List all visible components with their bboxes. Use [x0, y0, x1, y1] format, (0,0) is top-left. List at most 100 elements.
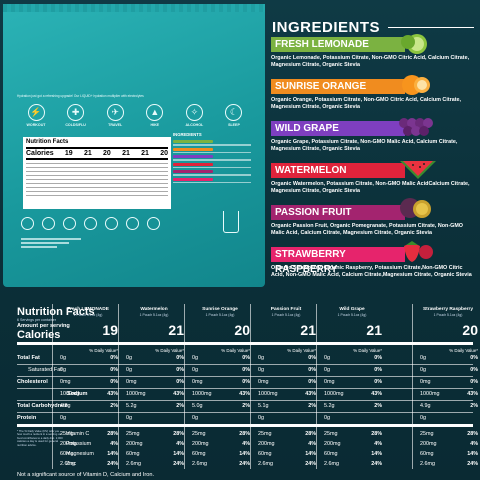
pouch-use-label: COLDS/FLU [65, 123, 86, 127]
nutrient-daily-value: 4% [110, 441, 118, 447]
row-divider [17, 400, 473, 401]
row-label-protein: Protein [17, 415, 37, 421]
nutrient-daily-value: 43% [107, 391, 118, 397]
nutrient-daily-value: 43% [371, 391, 382, 397]
nutrient-daily-value: 4% [374, 441, 382, 447]
column-divider [316, 304, 317, 469]
mini-nf-line [26, 184, 168, 188]
nutrient-daily-value: 43% [239, 391, 250, 397]
nutrient-daily-value: 14% [371, 451, 382, 457]
ingredient-flavor-strawberry-raspberry: STRAWBERRY RASPBERRY Organic Strawberry,… [271, 247, 476, 279]
mini-nf-cal: 20 [103, 150, 111, 157]
ingredients-title: INGREDIENTS [272, 19, 381, 36]
nutrient-amount: 0mg [192, 379, 203, 385]
fine-print-line [21, 246, 57, 248]
nutrient-amount: 0g [324, 415, 330, 421]
mini-ingredient-line [173, 159, 251, 161]
nutrient-amount: 1000mg [60, 391, 80, 397]
badge-icon [21, 217, 34, 230]
mini-nf-cal: 21 [122, 150, 130, 157]
pouch-mini-nutrition-label: Nutrition Facts Calories 19 21 20 21 21 … [23, 137, 171, 209]
water-glass-icon [223, 211, 239, 233]
nutrient-amount: 0mg [60, 379, 71, 385]
mini-nf-line [26, 180, 168, 184]
flavor-ingredients-text: Organic Lemonade, Potassium Citrate, Non… [271, 55, 470, 68]
flavor-serving: 1 Pouch 5.1oz (4g) [337, 313, 367, 317]
column-divider [118, 304, 119, 469]
nutrient-daily-value: 0% [242, 379, 250, 385]
mini-ingredient-line [173, 166, 251, 168]
flavor-name: Watermelon [140, 307, 168, 312]
mini-nf-rule [26, 147, 168, 149]
nutrient-daily-value: 0% [308, 355, 316, 361]
nutrient-daily-value: 0% [470, 355, 478, 361]
nutrient-daily-value: 0% [470, 379, 478, 385]
flavor-name-bar: PASSION FRUIT [271, 205, 405, 220]
nutrient-daily-value: 14% [173, 451, 184, 457]
flavor-ingredients-text: Organic Passion Fruit, Organic Pomegrana… [271, 223, 464, 236]
flavor-ingredients-text: Organic Strawberry, Organic Raspberry, P… [271, 265, 472, 278]
nutrition-bottom-note: Not a significant source of Vitamin D, C… [17, 472, 155, 478]
nutrient-daily-value: 14% [467, 451, 478, 457]
flavor-calories: 20 [462, 322, 478, 338]
mini-ingredient-line [173, 151, 251, 153]
amount-per-serving-label: Amount per serving [17, 323, 70, 329]
flavor-serving: 1 Pouch 5.1oz (4g) [271, 313, 301, 317]
calories-divider [17, 342, 473, 345]
nutrient-daily-value: 4% [308, 441, 316, 447]
nutrient-amount: 25mg [324, 431, 338, 437]
pouch-use-label: SLEEP [228, 123, 240, 127]
product-pouch-image: Hydration just got a refreshing upgrade!… [3, 4, 265, 287]
row-divider [17, 412, 473, 413]
badge-icon [84, 217, 97, 230]
mini-nf-calories-row: Calories 19 21 20 21 21 20 [26, 150, 168, 160]
pouch-use-item: ⚡ WORKOUT [21, 104, 51, 130]
nutrient-daily-value: 2% [176, 403, 184, 409]
nutrient-amount: 0g [60, 355, 66, 361]
daily-value-footnote: * The % Daily Value (DV) tells you how m… [17, 429, 63, 447]
ingredient-flavor-watermelon: WATERMELON Organic Watermelon, Potassium… [271, 163, 476, 195]
nutrient-amount: 0g [126, 415, 132, 421]
pouch-intro-text: Hydration just got a refreshing upgrade!… [17, 94, 144, 98]
nutrient-amount: 25mg [126, 431, 140, 437]
nutrition-facts-panel: Nutrition Facts 6 Servings per container… [0, 296, 480, 480]
nutrient-daily-value: 24% [305, 461, 316, 467]
nutrient-amount: 25mg [420, 431, 434, 437]
nutrient-amount: 1000mg [126, 391, 146, 397]
nutrient-daily-value: 43% [305, 391, 316, 397]
nutrient-amount: 60mg [258, 451, 272, 457]
flavor-serving: 1 Pouch 5.1oz (4g) [139, 313, 169, 317]
badge-icon [147, 217, 160, 230]
nutrient-daily-value: 0% [176, 379, 184, 385]
nutrient-amount: 200mg [258, 441, 275, 447]
row-label-zinc: Zinc [66, 461, 77, 467]
mini-ingredient-bar [173, 170, 213, 173]
nutrient-amount: 1000mg [258, 391, 278, 397]
mini-ingredients-title: INGREDIENTS [173, 132, 202, 137]
nutrient-amount: 0g [60, 367, 66, 373]
flavor-calories: 20 [234, 322, 250, 338]
nutrient-amount: 200mg [192, 441, 209, 447]
nutrient-daily-value: 14% [239, 451, 250, 457]
mini-nf-line [26, 172, 168, 176]
nutrient-daily-value: 28% [371, 431, 382, 437]
nutrient-amount: 60mg [324, 451, 338, 457]
nutrient-daily-value: 0% [470, 367, 478, 373]
flavor-column: Passion Fruit 1 Pouch 5.1oz (4g) 21 % Daily… [250, 304, 316, 469]
nutrient-daily-value: 28% [173, 431, 184, 437]
daily-value-header: % Daily Value* [449, 348, 478, 353]
column-divider [412, 304, 413, 469]
nutrient-amount: 2.6mg [192, 461, 207, 467]
pouch-use-item: ✈ TRAVEL [100, 104, 130, 130]
nutrient-amount: 0g [258, 355, 264, 361]
nutrient-daily-value: 0% [308, 367, 316, 373]
mini-nf-line [26, 168, 168, 172]
pouch-use-item: ☾ SLEEP [219, 104, 249, 130]
pouch-use-label: HIKE [150, 123, 160, 127]
pouch-mini-ingredients: INGREDIENTS [173, 132, 251, 212]
mini-ingredient-bar [173, 177, 213, 181]
column-divider [184, 304, 185, 469]
nutrient-daily-value: 2% [110, 403, 118, 409]
mini-ingredient-bar [173, 140, 213, 143]
nutrient-amount: 5.1g [258, 403, 269, 409]
